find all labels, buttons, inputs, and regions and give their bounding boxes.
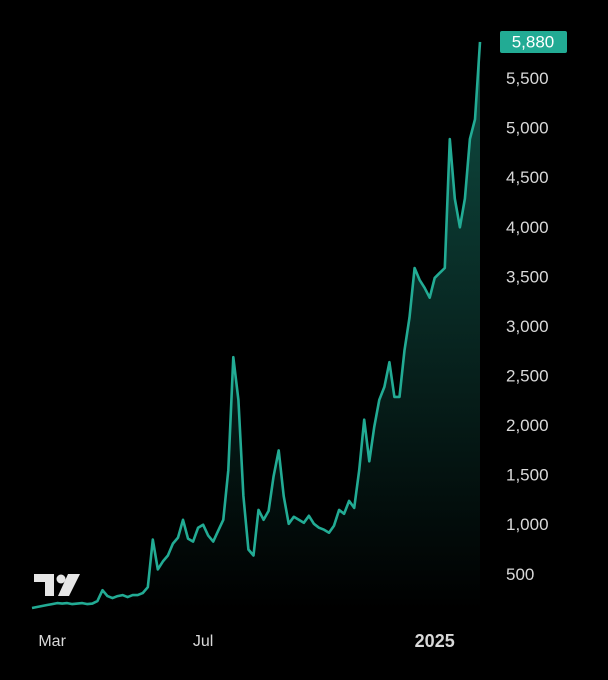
y-tick-label: 5,500 (506, 69, 549, 88)
y-tick-label: 1,000 (506, 515, 549, 534)
y-tick-label: 2,500 (506, 367, 549, 386)
price-label: 5,880 (512, 32, 555, 51)
y-tick-label: 1,500 (506, 466, 549, 485)
y-tick-label: 5,000 (506, 119, 549, 138)
x-tick-label: 2025 (415, 631, 455, 651)
y-tick-label: 4,000 (506, 218, 549, 237)
y-tick-label: 500 (506, 565, 534, 584)
y-tick-label: 2,000 (506, 416, 549, 435)
area-fill (32, 41, 480, 610)
logo (34, 574, 80, 596)
price-label-box (500, 30, 567, 53)
y-tick-label: 3,000 (506, 317, 549, 336)
price-line (31, 41, 482, 610)
x-tick-label: Jul (193, 633, 213, 650)
x-tick-label: Mar (38, 633, 66, 650)
y-tick-label: 4,500 (506, 168, 549, 187)
y-tick-label: 3,500 (506, 267, 549, 286)
